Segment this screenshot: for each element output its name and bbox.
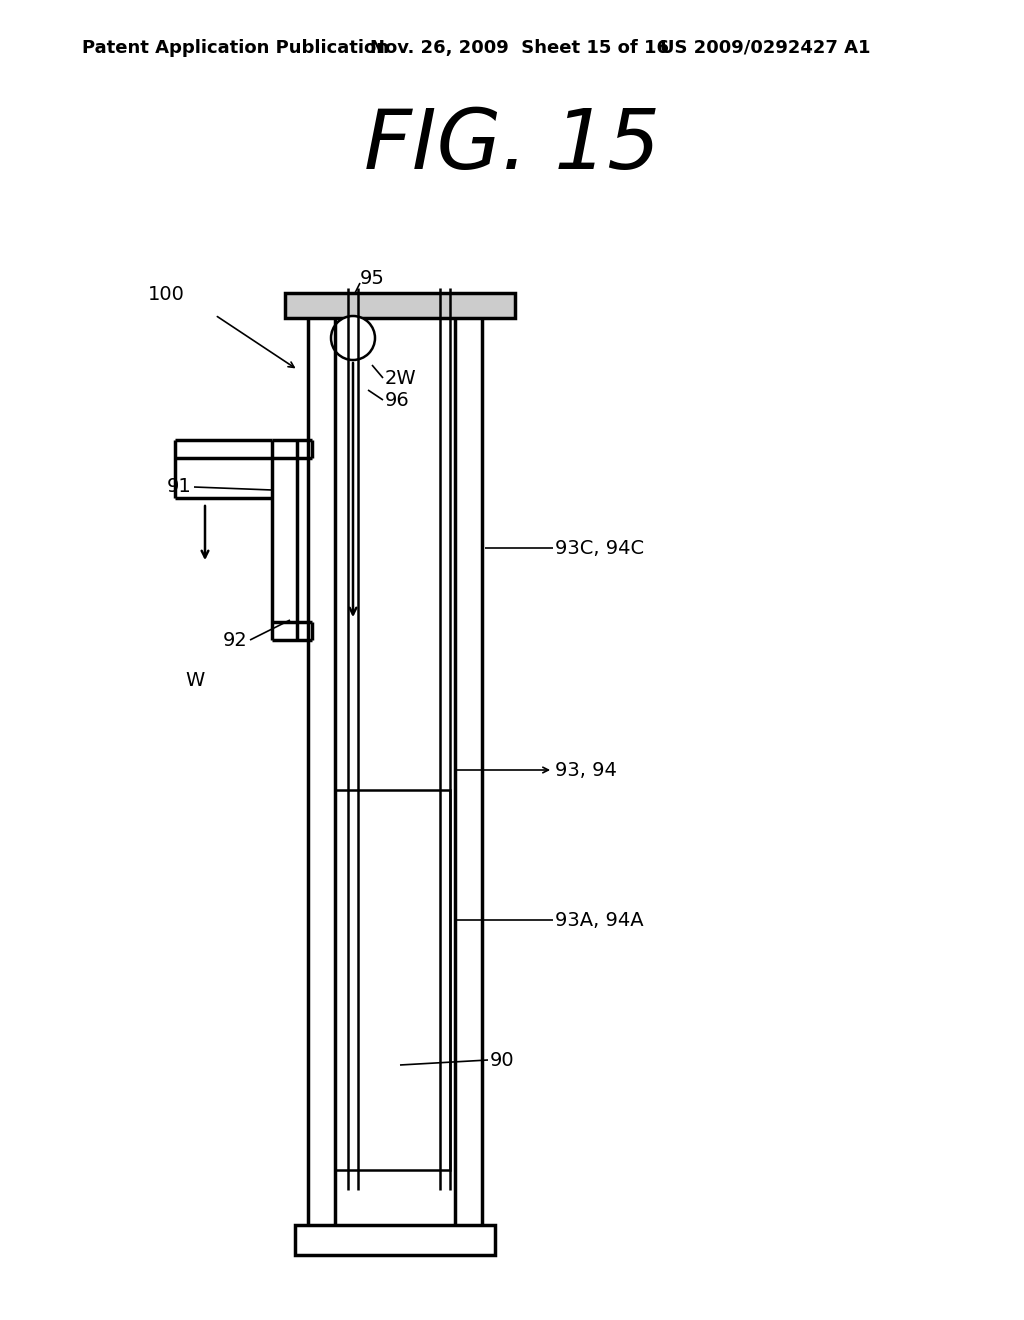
Text: 90: 90 [490, 1051, 515, 1069]
Text: 91: 91 [167, 478, 193, 496]
Bar [335, 789, 450, 1170]
Text: W: W [185, 671, 205, 689]
Text: Patent Application Publication: Patent Application Publication [82, 40, 389, 57]
Text: Nov. 26, 2009  Sheet 15 of 16: Nov. 26, 2009 Sheet 15 of 16 [370, 40, 669, 57]
Text: 93A, 94A: 93A, 94A [555, 911, 644, 929]
Bar [285, 293, 515, 318]
Text: 93C, 94C: 93C, 94C [555, 539, 644, 557]
Bar [295, 1225, 495, 1255]
Circle shape [331, 315, 375, 360]
Text: 96: 96 [385, 391, 410, 409]
Text: 92: 92 [223, 631, 248, 649]
Text: 93, 94: 93, 94 [555, 760, 616, 780]
Text: 100: 100 [148, 285, 185, 305]
Text: FIG. 15: FIG. 15 [364, 104, 660, 186]
Text: 2W: 2W [385, 368, 417, 388]
Text: US 2009/0292427 A1: US 2009/0292427 A1 [660, 40, 870, 57]
Text: 95: 95 [360, 268, 385, 288]
